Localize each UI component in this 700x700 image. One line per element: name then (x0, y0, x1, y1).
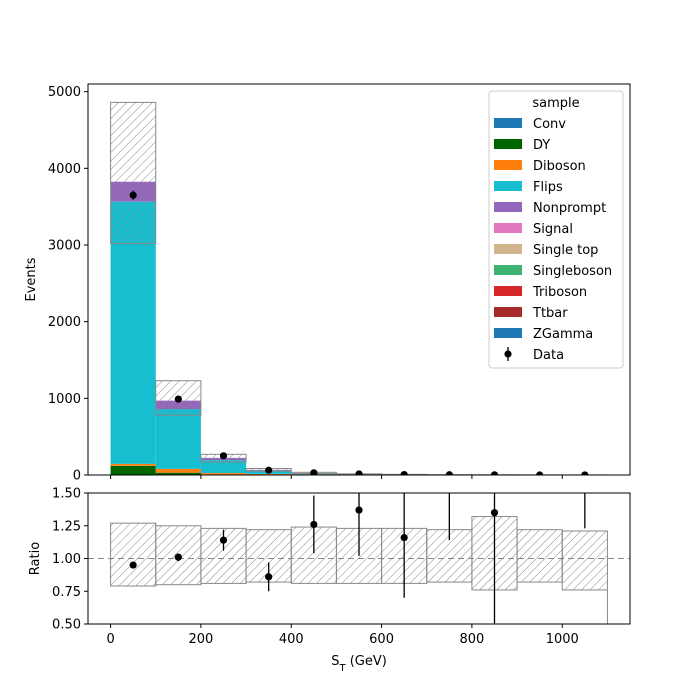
legend-label-ttbar: Ttbar (532, 306, 568, 321)
bar-diboson-2 (200, 473, 247, 475)
ratio-y-tick-label-4: 1.50 (52, 487, 81, 502)
data-point-0 (129, 191, 137, 199)
legend-box (488, 90, 624, 369)
legend-swatch-single-top (494, 244, 522, 254)
ratio-y-tick-label-2: 1.00 (52, 552, 81, 567)
ratio-x-tick-label-2: 400 (279, 632, 304, 647)
ratio-y-tick-label-1: 0.75 (52, 585, 81, 600)
data-point-8 (490, 471, 499, 475)
legend-label-data: Data (533, 348, 564, 363)
legend-swatch-dy (494, 139, 522, 149)
bar-diboson-0 (110, 463, 156, 466)
legend-label-flips: Flips (533, 180, 563, 195)
ratio-point-0 (129, 561, 137, 569)
data-point-1 (174, 395, 182, 403)
ratio-band-0 (110, 522, 157, 587)
data-point-7 (445, 471, 453, 475)
bar-dy-1 (155, 472, 201, 475)
legend-label-single-top: Single top (533, 243, 598, 258)
ratio-x-tick-label-1: 200 (189, 632, 214, 647)
data-point-3 (265, 466, 273, 474)
legend-swatch-triboson (494, 286, 522, 296)
data-point-5 (355, 470, 363, 475)
data-point-6 (400, 470, 408, 475)
ratio-point-4 (310, 520, 318, 529)
data-point-9 (536, 471, 544, 475)
bar-diboson-3 (246, 473, 292, 475)
legend: sample Conv DY Diboson Flips Nonprompt Signal S… (488, 90, 624, 369)
legend-label-diboson: Diboson (533, 159, 586, 174)
legend-swatch-diboson (494, 160, 522, 170)
x-axis-title: ST (GeV) (331, 654, 387, 674)
ratio-x-tick-label-3: 600 (369, 632, 394, 647)
legend-swatch-zgamma (494, 328, 522, 338)
main-y-tick-label-1: 1000 (48, 392, 81, 407)
ratio-x-tick-label-4: 800 (460, 632, 485, 647)
ratio-point-6 (400, 533, 408, 542)
uncertainty-band-0 (110, 101, 157, 244)
legend-label-nonprompt: Nonprompt (533, 201, 606, 216)
legend-label-conv: Conv (533, 117, 566, 132)
bar-dy-0 (110, 465, 156, 475)
main-y-tick-label-2: 2000 (48, 315, 81, 330)
legend-swatch-nonprompt (494, 202, 522, 212)
legend-swatch-ttbar (494, 307, 522, 317)
bar-flips-0 (110, 201, 156, 464)
legend-swatch-flips (494, 181, 522, 191)
main-y-tick-label-5: 5000 (48, 85, 81, 100)
main-y-tick-label-0: 0 (73, 469, 81, 484)
legend-label-singleboson: Singleboson (533, 264, 612, 279)
ratio-band-10 (561, 530, 608, 591)
ratio-point-7 (446, 476, 453, 483)
legend-label-zgamma: ZGamma (533, 327, 593, 342)
bar-diboson-1 (155, 468, 201, 473)
legend-swatch-signal (494, 223, 522, 233)
legend-title: sample (532, 96, 579, 111)
bar-flips-2 (200, 460, 247, 474)
ratio-point-1 (174, 553, 182, 561)
ratio-point-9 (581, 463, 588, 470)
legend-label-dy: DY (533, 138, 550, 153)
legend-label-triboson: Triboson (532, 285, 587, 300)
ratio-panel: 0 200 400 600 800 1000 0.50 0.75 1.00 1.25 1.50 Rat… (28, 463, 631, 674)
legend-swatch-conv (494, 118, 522, 128)
ratio-band-9 (516, 529, 563, 583)
ratio-x-tick-label-5: 1000 (546, 632, 579, 647)
ratio-y-tick-label-3: 1.25 (52, 519, 81, 534)
ratio-point-2 (219, 536, 228, 544)
ratio-x-tick-label-0: 0 (106, 632, 114, 647)
ratio-point-8 (490, 509, 499, 517)
ratio-point-5 (355, 506, 363, 514)
data-point-4 (310, 469, 318, 475)
data-point-2 (219, 452, 228, 460)
main-y-axis-title: Events (24, 257, 39, 301)
main-axes-frame (87, 83, 631, 476)
ratio-point-3 (265, 573, 273, 581)
legend-data-marker (504, 350, 512, 358)
main-panel: 0 1000 2000 3000 4000 5000 Events sample Conv DY… (24, 83, 631, 484)
ratio-y-axis-title: Ratio (28, 542, 43, 575)
main-y-tick-label-3: 3000 (48, 239, 81, 254)
main-y-tick-label-4: 4000 (48, 162, 81, 177)
legend-label-signal: Signal (533, 222, 573, 237)
ratio-y-tick-label-0: 0.50 (52, 618, 81, 633)
data-point-10 (581, 471, 589, 475)
legend-swatch-singleboson (494, 265, 522, 275)
bar-flips-1 (155, 409, 201, 469)
